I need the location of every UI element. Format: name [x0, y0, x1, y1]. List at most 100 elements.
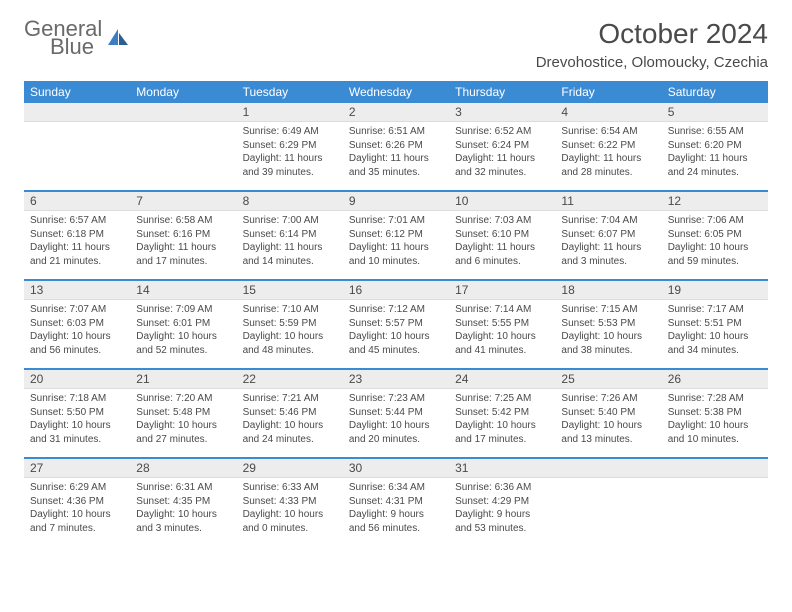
calendar-day-cell: 14Sunrise: 7:09 AMSunset: 6:01 PMDayligh… [130, 281, 236, 369]
day-number: 2 [343, 103, 449, 122]
day-details: Sunrise: 6:52 AMSunset: 6:24 PMDaylight:… [449, 122, 555, 183]
day-number: 12 [662, 192, 768, 211]
day-details: Sunrise: 7:18 AMSunset: 5:50 PMDaylight:… [24, 389, 130, 450]
day-details: Sunrise: 7:10 AMSunset: 5:59 PMDaylight:… [237, 300, 343, 361]
day-number: 28 [130, 459, 236, 478]
day-details: Sunrise: 6:54 AMSunset: 6:22 PMDaylight:… [555, 122, 661, 183]
day-number: 24 [449, 370, 555, 389]
calendar-day-cell: 21Sunrise: 7:20 AMSunset: 5:48 PMDayligh… [130, 370, 236, 458]
day-number [662, 459, 768, 478]
weekday-header: Sunday [24, 81, 130, 103]
day-details: Sunrise: 7:25 AMSunset: 5:42 PMDaylight:… [449, 389, 555, 450]
calendar-day-cell [662, 459, 768, 547]
calendar-day-cell: 9Sunrise: 7:01 AMSunset: 6:12 PMDaylight… [343, 192, 449, 280]
day-number: 18 [555, 281, 661, 300]
calendar-week-row: 6Sunrise: 6:57 AMSunset: 6:18 PMDaylight… [24, 192, 768, 280]
calendar-day-cell: 24Sunrise: 7:25 AMSunset: 5:42 PMDayligh… [449, 370, 555, 458]
day-number [130, 103, 236, 122]
weekday-header: Wednesday [343, 81, 449, 103]
weekday-header-row: Sunday Monday Tuesday Wednesday Thursday… [24, 81, 768, 103]
calendar-day-cell: 7Sunrise: 6:58 AMSunset: 6:16 PMDaylight… [130, 192, 236, 280]
month-title: October 2024 [536, 18, 768, 50]
weekday-header: Thursday [449, 81, 555, 103]
brand-logo: General Blue [24, 18, 130, 58]
day-details: Sunrise: 7:06 AMSunset: 6:05 PMDaylight:… [662, 211, 768, 272]
day-number: 17 [449, 281, 555, 300]
brand-sail-icon [106, 27, 130, 47]
calendar-week-row: 13Sunrise: 7:07 AMSunset: 6:03 PMDayligh… [24, 281, 768, 369]
title-block: October 2024 Drevohostice, Olomoucky, Cz… [536, 18, 768, 71]
day-details: Sunrise: 6:57 AMSunset: 6:18 PMDaylight:… [24, 211, 130, 272]
day-number: 5 [662, 103, 768, 122]
day-details: Sunrise: 6:34 AMSunset: 4:31 PMDaylight:… [343, 478, 449, 539]
day-details: Sunrise: 6:31 AMSunset: 4:35 PMDaylight:… [130, 478, 236, 539]
calendar-day-cell: 18Sunrise: 7:15 AMSunset: 5:53 PMDayligh… [555, 281, 661, 369]
weekday-header: Friday [555, 81, 661, 103]
day-number: 8 [237, 192, 343, 211]
calendar-day-cell [130, 103, 236, 191]
day-details: Sunrise: 7:12 AMSunset: 5:57 PMDaylight:… [343, 300, 449, 361]
calendar-day-cell: 12Sunrise: 7:06 AMSunset: 6:05 PMDayligh… [662, 192, 768, 280]
calendar-day-cell: 20Sunrise: 7:18 AMSunset: 5:50 PMDayligh… [24, 370, 130, 458]
day-details: Sunrise: 7:21 AMSunset: 5:46 PMDaylight:… [237, 389, 343, 450]
day-details: Sunrise: 7:00 AMSunset: 6:14 PMDaylight:… [237, 211, 343, 272]
day-number: 1 [237, 103, 343, 122]
day-details: Sunrise: 7:20 AMSunset: 5:48 PMDaylight:… [130, 389, 236, 450]
day-details: Sunrise: 7:23 AMSunset: 5:44 PMDaylight:… [343, 389, 449, 450]
day-number: 30 [343, 459, 449, 478]
day-details: Sunrise: 7:03 AMSunset: 6:10 PMDaylight:… [449, 211, 555, 272]
day-number: 20 [24, 370, 130, 389]
weekday-header: Monday [130, 81, 236, 103]
calendar-day-cell: 4Sunrise: 6:54 AMSunset: 6:22 PMDaylight… [555, 103, 661, 191]
day-details: Sunrise: 6:49 AMSunset: 6:29 PMDaylight:… [237, 122, 343, 183]
day-number: 21 [130, 370, 236, 389]
day-number: 14 [130, 281, 236, 300]
day-number: 10 [449, 192, 555, 211]
page-header: General Blue October 2024 Drevohostice, … [24, 18, 768, 71]
day-number: 11 [555, 192, 661, 211]
day-details: Sunrise: 6:58 AMSunset: 6:16 PMDaylight:… [130, 211, 236, 272]
calendar-day-cell: 28Sunrise: 6:31 AMSunset: 4:35 PMDayligh… [130, 459, 236, 547]
day-number: 29 [237, 459, 343, 478]
day-details: Sunrise: 7:28 AMSunset: 5:38 PMDaylight:… [662, 389, 768, 450]
calendar-day-cell: 27Sunrise: 6:29 AMSunset: 4:36 PMDayligh… [24, 459, 130, 547]
calendar-day-cell: 2Sunrise: 6:51 AMSunset: 6:26 PMDaylight… [343, 103, 449, 191]
day-number: 23 [343, 370, 449, 389]
day-number: 7 [130, 192, 236, 211]
day-number: 31 [449, 459, 555, 478]
calendar-day-cell: 6Sunrise: 6:57 AMSunset: 6:18 PMDaylight… [24, 192, 130, 280]
day-details: Sunrise: 6:36 AMSunset: 4:29 PMDaylight:… [449, 478, 555, 539]
calendar-day-cell: 23Sunrise: 7:23 AMSunset: 5:44 PMDayligh… [343, 370, 449, 458]
day-number: 25 [555, 370, 661, 389]
calendar-week-row: 1Sunrise: 6:49 AMSunset: 6:29 PMDaylight… [24, 103, 768, 191]
calendar-day-cell: 8Sunrise: 7:00 AMSunset: 6:14 PMDaylight… [237, 192, 343, 280]
calendar-day-cell: 25Sunrise: 7:26 AMSunset: 5:40 PMDayligh… [555, 370, 661, 458]
calendar-week-row: 27Sunrise: 6:29 AMSunset: 4:36 PMDayligh… [24, 459, 768, 547]
calendar-day-cell: 17Sunrise: 7:14 AMSunset: 5:55 PMDayligh… [449, 281, 555, 369]
day-details: Sunrise: 7:04 AMSunset: 6:07 PMDaylight:… [555, 211, 661, 272]
day-number: 27 [24, 459, 130, 478]
calendar-day-cell: 10Sunrise: 7:03 AMSunset: 6:10 PMDayligh… [449, 192, 555, 280]
day-details: Sunrise: 7:07 AMSunset: 6:03 PMDaylight:… [24, 300, 130, 361]
day-details: Sunrise: 7:17 AMSunset: 5:51 PMDaylight:… [662, 300, 768, 361]
day-number: 26 [662, 370, 768, 389]
calendar-day-cell: 1Sunrise: 6:49 AMSunset: 6:29 PMDaylight… [237, 103, 343, 191]
calendar-day-cell: 31Sunrise: 6:36 AMSunset: 4:29 PMDayligh… [449, 459, 555, 547]
day-number: 4 [555, 103, 661, 122]
day-number: 16 [343, 281, 449, 300]
day-details: Sunrise: 6:33 AMSunset: 4:33 PMDaylight:… [237, 478, 343, 539]
day-details: Sunrise: 6:51 AMSunset: 6:26 PMDaylight:… [343, 122, 449, 183]
calendar-day-cell: 11Sunrise: 7:04 AMSunset: 6:07 PMDayligh… [555, 192, 661, 280]
day-details: Sunrise: 7:01 AMSunset: 6:12 PMDaylight:… [343, 211, 449, 272]
calendar-day-cell [24, 103, 130, 191]
day-number: 6 [24, 192, 130, 211]
calendar-day-cell: 16Sunrise: 7:12 AMSunset: 5:57 PMDayligh… [343, 281, 449, 369]
location-text: Drevohostice, Olomoucky, Czechia [536, 54, 768, 71]
calendar-day-cell: 29Sunrise: 6:33 AMSunset: 4:33 PMDayligh… [237, 459, 343, 547]
day-number: 13 [24, 281, 130, 300]
day-number: 9 [343, 192, 449, 211]
calendar-day-cell: 13Sunrise: 7:07 AMSunset: 6:03 PMDayligh… [24, 281, 130, 369]
calendar-day-cell [555, 459, 661, 547]
calendar-day-cell: 15Sunrise: 7:10 AMSunset: 5:59 PMDayligh… [237, 281, 343, 369]
calendar-day-cell: 3Sunrise: 6:52 AMSunset: 6:24 PMDaylight… [449, 103, 555, 191]
